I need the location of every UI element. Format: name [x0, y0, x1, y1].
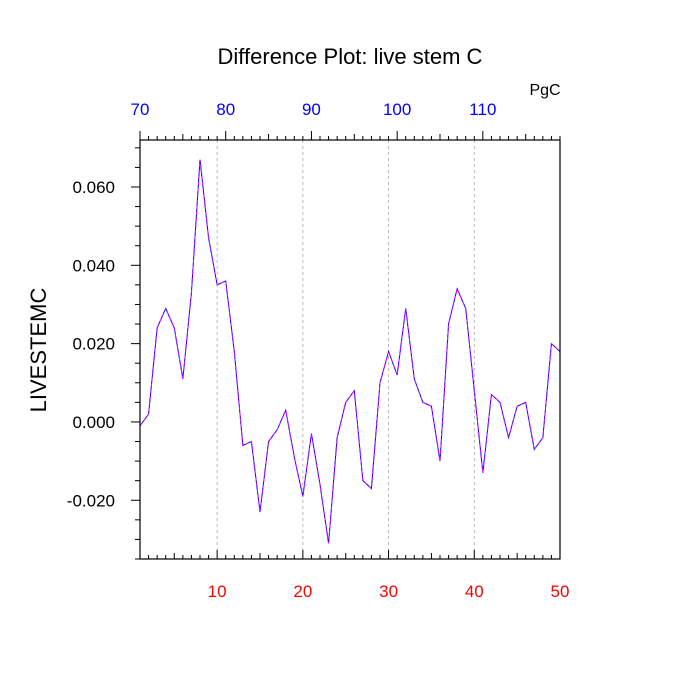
- series-line-dashed: [139, 159, 561, 544]
- series-lines: [139, 159, 561, 544]
- grid-lines: [216, 140, 475, 559]
- y-tick-label: -0.020: [67, 491, 115, 510]
- chart-title: Difference Plot: live stem C: [218, 44, 483, 69]
- series-line: [139, 159, 561, 544]
- top-axis-unit-label: PgC: [529, 82, 560, 99]
- bottom-tick-label: 20: [293, 582, 312, 601]
- bottom-tick-label: 50: [551, 582, 570, 601]
- bottom-tick-label: 30: [379, 582, 398, 601]
- top-tick-label: 70: [131, 100, 150, 119]
- bottom-tick-label: 10: [208, 582, 227, 601]
- axis-ticks: [131, 131, 561, 560]
- y-tick-label: 0.020: [72, 335, 115, 354]
- tick-labels: 10 20 30 40 50 70 80 90 100 110 0.060 0.040 0.020 0.0…: [67, 100, 570, 601]
- top-tick-label: 80: [216, 100, 235, 119]
- y-tick-label: 0.060: [72, 178, 115, 197]
- y-axis-label: LIVESTEMC: [26, 288, 51, 413]
- top-tick-label: 110: [469, 100, 496, 119]
- y-tick-label: 0.000: [72, 413, 115, 432]
- top-tick-label: 90: [302, 100, 321, 119]
- y-tick-label: 0.040: [72, 256, 115, 275]
- bottom-tick-label: 40: [465, 582, 484, 601]
- top-tick-label: 100: [383, 100, 411, 119]
- plot-frame: [139, 139, 561, 560]
